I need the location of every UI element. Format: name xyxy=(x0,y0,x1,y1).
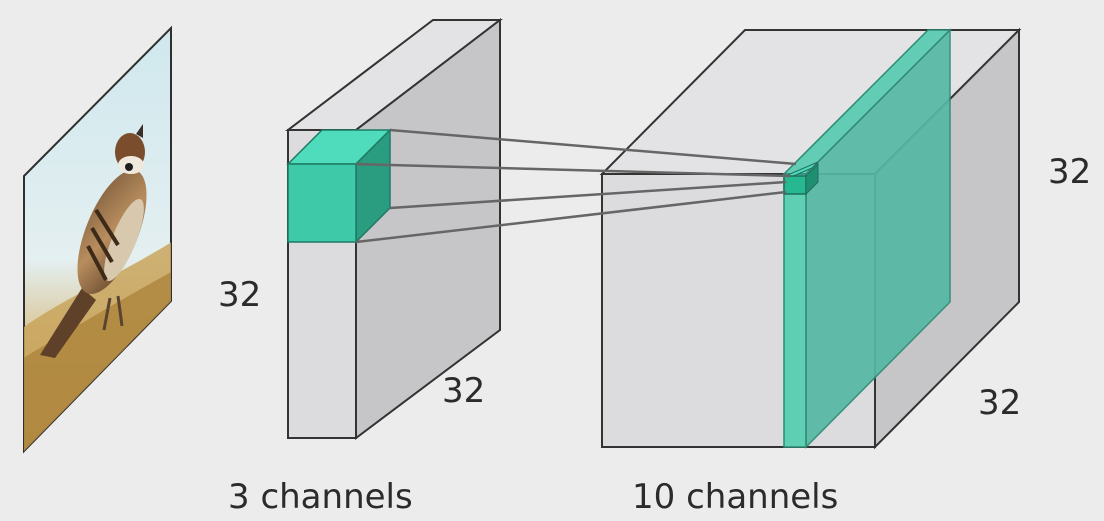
output-channel-slice xyxy=(782,28,952,449)
input-width-label: 32 xyxy=(442,371,485,411)
input-channels-label: 3 channels xyxy=(228,477,413,517)
projection-lines xyxy=(355,128,797,244)
output-width-label: 32 xyxy=(978,383,1021,423)
output-height-label: 32 xyxy=(1048,152,1091,192)
output-cell xyxy=(783,175,807,195)
input-height-label: 32 xyxy=(218,275,261,315)
conv-kernel xyxy=(286,128,392,244)
output-channels-label: 10 channels xyxy=(632,477,838,517)
input-image xyxy=(23,25,172,454)
